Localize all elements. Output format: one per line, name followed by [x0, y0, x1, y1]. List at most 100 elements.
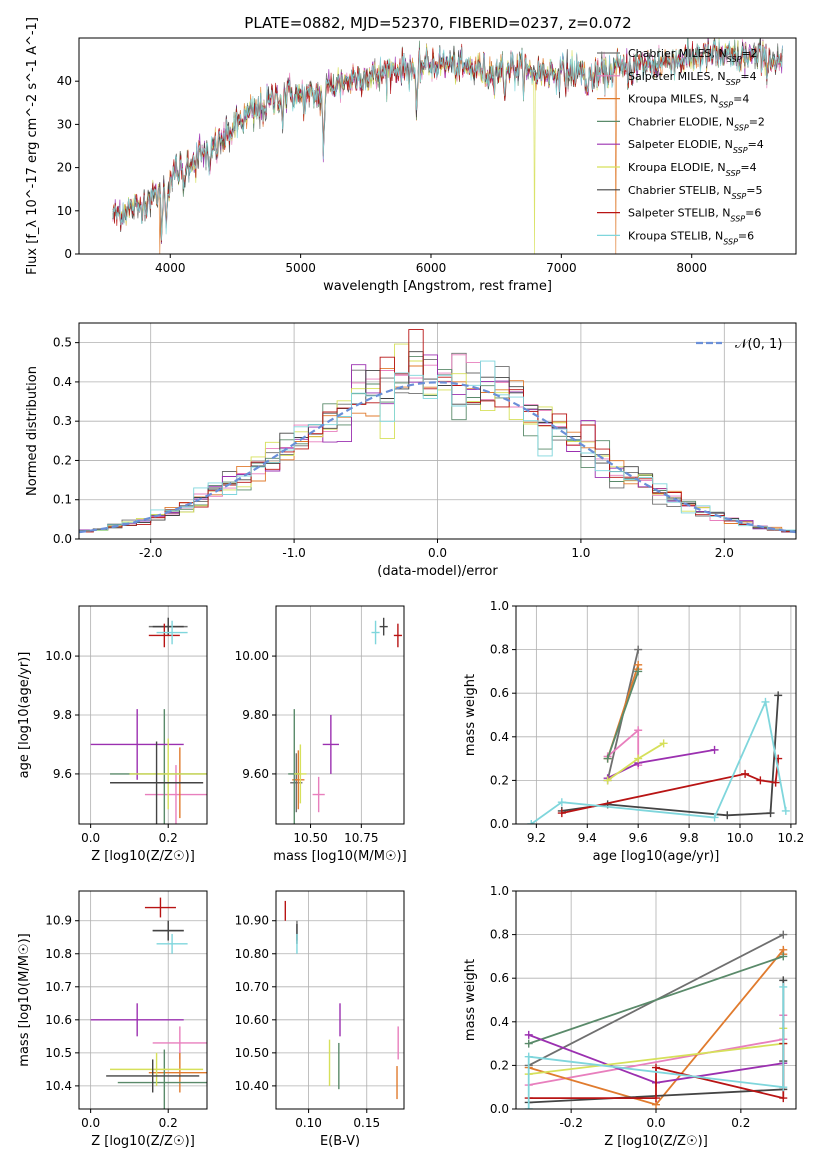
weight-marker [779, 952, 788, 961]
chart-residuals: -2.0 -1.0 0.0 1.0 2.0 0.0 0.1 0.2 0.3 0.4 0.5 (data… [25, 322, 797, 579]
y-tick-label: 20 [57, 161, 72, 175]
y-tick-label: 0.1 [53, 493, 72, 507]
weight-marker [634, 645, 643, 654]
x-axis-label: Z [log10(Z/Z☉)] [91, 1134, 195, 1149]
gaussian-legend-label: 𝒩(0, 1) [735, 337, 782, 352]
x-axis-label: mass [log10(M/M☉)] [273, 849, 406, 864]
weight-marker [634, 754, 643, 763]
x-tick-label: 0.2 [731, 1116, 750, 1130]
weight-marker [557, 798, 566, 807]
weight-line [527, 986, 785, 1109]
y-tick-label: 9.8 [53, 708, 72, 722]
y-tick-label: 10.9 [45, 914, 72, 928]
axes-frame [275, 890, 405, 1110]
legend-entry: Chabrier STELIB, NSSP=5 [628, 184, 762, 201]
y-tick-label: 0.0 [53, 532, 72, 546]
weight-marker [779, 1083, 788, 1092]
x-tick-label: 7000 [546, 261, 577, 275]
y-tick-label: 10.40 [235, 1079, 269, 1093]
plot-area [112, 38, 783, 254]
y-tick-label: 10.7 [45, 980, 72, 994]
y-tick-label: 9.60 [242, 767, 269, 781]
y-tick-label: 0.0 [490, 817, 509, 831]
x-tick-label: 9.2 [527, 831, 546, 845]
weight-marker [710, 813, 719, 822]
x-axis-label: E(B-V) [320, 1134, 360, 1149]
y-tick-label: 10.8 [45, 947, 72, 961]
x-tick-label: 0.10 [295, 1116, 322, 1130]
weight-marker [659, 739, 668, 748]
y-tick-label: 1.0 [490, 599, 509, 613]
weight-marker [524, 1030, 533, 1039]
weight-marker [603, 776, 612, 785]
plot-area [524, 930, 788, 1109]
weight-marker [779, 930, 788, 939]
legend-entry: Kroupa MILES, NSSP=4 [628, 93, 749, 110]
chart-age-z: 0.0 0.2 9.6 9.8 10.0 Z [log10(Z/Z☉)] age [log1… [17, 605, 208, 864]
x-tick-label: 9.6 [629, 831, 648, 845]
x-axis-label: Z [log10(Z/Z☉)] [604, 1134, 708, 1149]
x-tick-label: 0.0 [81, 831, 100, 845]
x-tick-label: 1.0 [571, 546, 590, 560]
x-tick-label: 0.2 [159, 831, 178, 845]
weight-marker [634, 667, 643, 676]
chart-weight-z: -0.2 0.0 0.2 0.0 0.2 0.4 0.6 0.8 1.0 Z [log10(Z/Z… [463, 884, 797, 1149]
y-tick-label: 10.80 [235, 947, 269, 961]
weight-marker [771, 778, 780, 787]
y-tick-label: 0.2 [490, 1058, 509, 1072]
y-tick-label: 10.4 [45, 1079, 72, 1093]
y-tick-label: 10 [57, 204, 72, 218]
legend-entry: Salpeter ELODIE, NSSP=4 [628, 138, 764, 155]
weight-marker [524, 1105, 533, 1109]
x-axis-label: (data-model)/error [377, 564, 498, 579]
axes-frame [78, 37, 797, 255]
x-tick-label: 0.0 [81, 1116, 100, 1130]
histogram-line [79, 360, 796, 539]
y-tick-label: 1.0 [490, 884, 509, 898]
axes-frame [515, 605, 797, 825]
x-axis-label: Z [log10(Z/Z☉)] [91, 849, 195, 864]
x-tick-label: 0.15 [353, 1116, 380, 1130]
weight-marker [634, 726, 643, 735]
weight-marker [774, 691, 783, 700]
y-tick-label: 0.4 [490, 1015, 509, 1029]
weight-marker [652, 1094, 660, 1103]
x-tick-label: 0.0 [646, 1116, 665, 1130]
y-tick-label: 10.70 [235, 980, 269, 994]
y-tick-label: 40 [57, 74, 72, 88]
x-tick-label: 2.0 [715, 546, 734, 560]
y-axis-label: Flux [f_λ 10^-17 erg cm^-2 s^-1 A^-1] [25, 17, 40, 275]
x-tick-label: 4000 [155, 261, 186, 275]
chart-mass-z: 0.0 0.2 10.4 10.5 10.6 10.7 10.8 10.9 Z [log10(Z… [17, 890, 208, 1149]
weight-marker [741, 769, 750, 778]
plot-area [284, 900, 399, 1100]
legend-entry: Salpeter MILES, NSSP=4 [628, 70, 757, 87]
weight-marker [527, 820, 536, 824]
figure-title: PLATE=0882, MJD=52370, FIBERID=0237, z=0… [244, 14, 631, 32]
y-tick-label: 10.60 [235, 1013, 269, 1027]
weight-marker [524, 1052, 533, 1061]
y-tick-label: 10.0 [45, 649, 72, 663]
y-tick-label: 30 [57, 117, 72, 131]
weight-marker [766, 809, 775, 818]
weight-marker [652, 1063, 660, 1072]
y-tick-label: 10.90 [235, 914, 269, 928]
y-tick-label: 0.4 [490, 730, 509, 744]
x-tick-label: 0.2 [159, 1116, 178, 1130]
y-tick-label: 0.6 [490, 686, 509, 700]
x-tick-label: 9.4 [578, 831, 597, 845]
y-tick-label: 0.6 [490, 971, 509, 985]
plot-area [527, 645, 790, 824]
legend-entry: Chabrier MILES, NSSP=2 [628, 47, 758, 64]
weight-marker [781, 806, 790, 815]
weight-marker [756, 776, 765, 785]
legend-entry: Salpeter STELIB, NSSP=6 [628, 207, 761, 224]
spectrum-line [112, 38, 783, 241]
y-tick-label: 0.8 [490, 643, 509, 657]
y-tick-label: 10.5 [45, 1046, 72, 1060]
y-tick-label: 0 [64, 247, 72, 261]
y-tick-label: 0.0 [490, 1102, 509, 1116]
x-tick-label: 9.8 [680, 831, 699, 845]
legend-entry: Kroupa ELODIE, NSSP=4 [628, 161, 757, 178]
